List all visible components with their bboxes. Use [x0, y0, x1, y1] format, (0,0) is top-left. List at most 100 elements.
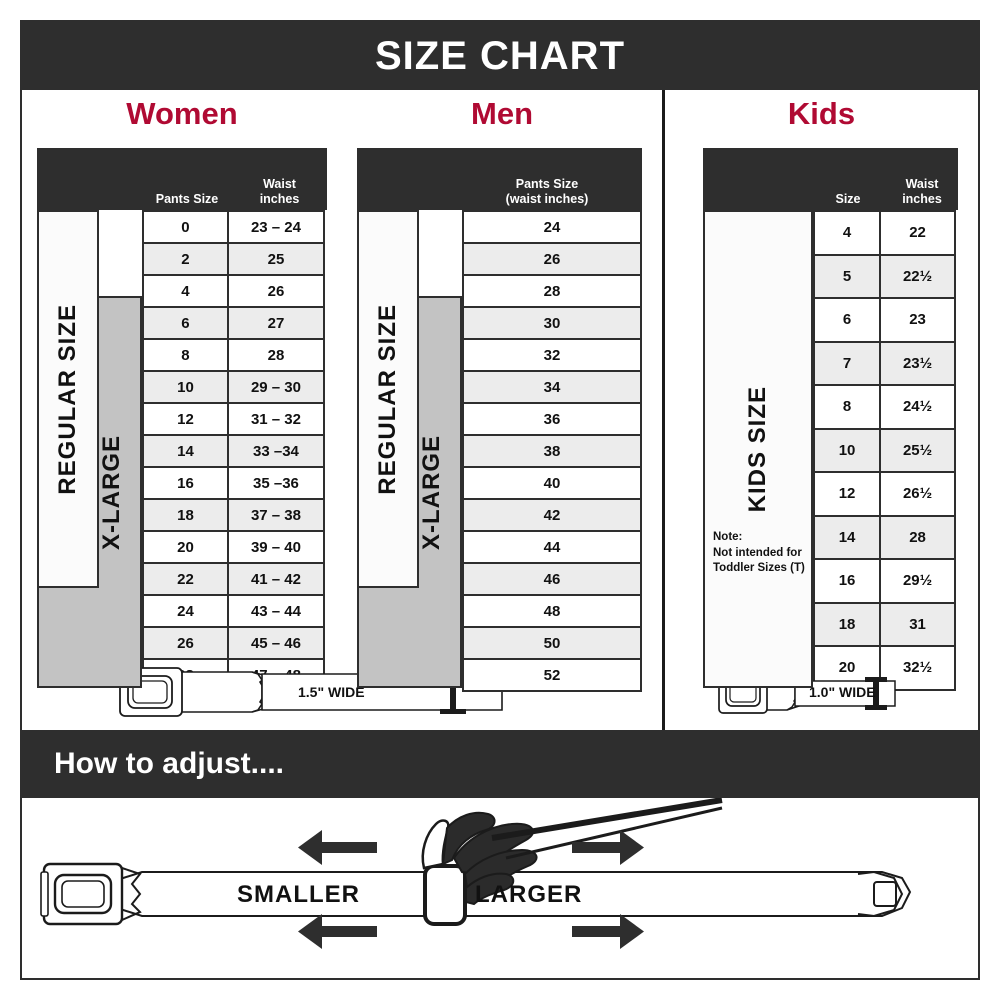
kids-cell-size: 18 — [813, 601, 882, 647]
title-bar: SIZE CHART — [22, 22, 978, 90]
women-belt-width-label: 1.5" WIDE — [298, 684, 365, 700]
arrow-left-bottom — [298, 914, 377, 949]
men-category-regular: REGULAR SIZE — [357, 210, 419, 588]
women-cell-waist: 35 –36 — [226, 466, 325, 500]
section-kids: Kids Size Waist inches KIDS SIZE Note: No… — [665, 90, 978, 730]
arrow-right-bottom — [572, 914, 644, 949]
women-col-header-pants-size: Pants Size — [155, 191, 219, 206]
women-cell-waist: 31 – 32 — [226, 402, 325, 436]
kids-cell-size: 14 — [813, 514, 882, 560]
women-cell-size: 8 — [142, 338, 229, 372]
women-cell-size: 2 — [142, 242, 229, 276]
section-heading-men: Men — [471, 96, 533, 131]
women-cell-size: 16 — [142, 466, 229, 500]
women-table-header: Pants Size Waist inches — [37, 148, 327, 210]
men-cell-size: 38 — [462, 434, 642, 468]
kids-cell-size: 7 — [813, 340, 882, 386]
women-cell-waist: 33 –34 — [226, 434, 325, 468]
men-rows: 24 26 28 30 32 34 36 38 40 42 44 46 48 50 52 — [462, 210, 642, 692]
women-cell-waist: 37 – 38 — [226, 498, 325, 532]
kids-note-line-3: Toddler Sizes (T) — [713, 562, 805, 575]
men-cell-size: 36 — [462, 402, 642, 436]
women-cell-size: 0 — [142, 210, 229, 244]
women-cell-size: 14 — [142, 434, 229, 468]
men-cell-size: 42 — [462, 498, 642, 532]
women-belt-diagram: 1.5" WIDE — [82, 662, 522, 722]
kids-cell-size: 4 — [813, 210, 882, 256]
kids-cell-waist: 29½ — [879, 558, 956, 604]
kids-cell-waist: 31 — [879, 601, 956, 647]
kids-cell-waist: 26½ — [879, 471, 956, 517]
women-col-header-waist: Waist inches — [259, 177, 300, 206]
men-cell-size: 24 — [462, 210, 642, 244]
men-table-header: Pants Size (waist inches) — [357, 148, 642, 210]
kids-category-label: KIDS SIZE — [744, 385, 771, 513]
kids-cell-size: 16 — [813, 558, 882, 604]
section-heading-women: Women — [126, 96, 238, 131]
men-category-xlarge-label: X-LARGE — [418, 434, 445, 550]
kids-cell-size: 10 — [813, 427, 882, 473]
kids-belt-width-label: 1.0" WIDE — [809, 684, 876, 700]
women-cell-waist: 45 – 46 — [226, 626, 325, 660]
women-cell-waist: 27 — [226, 306, 325, 340]
women-cell-size: 10 — [142, 370, 229, 404]
page-title: SIZE CHART — [375, 34, 625, 78]
women-category-regular: REGULAR SIZE — [37, 210, 99, 588]
kids-cell-size: 5 — [813, 253, 882, 299]
men-cell-size: 44 — [462, 530, 642, 564]
men-cell-size: 30 — [462, 306, 642, 340]
women-cell-waist: 23 – 24 — [226, 210, 325, 244]
adjust-smaller-label: SMALLER — [237, 881, 360, 908]
belt-15-svg — [119, 667, 503, 717]
women-cell-size: 4 — [142, 274, 229, 308]
men-cell-size: 28 — [462, 274, 642, 308]
how-to-adjust-title: How to adjust.... — [54, 747, 284, 780]
kids-rows: 4 22 5 22½ 6 23 7 23½ 8 24½ 10 25½ 12 26½ 14 28 16 29½ 18 3… — [813, 210, 958, 691]
women-cell-waist: 29 – 30 — [226, 370, 325, 404]
adjust-diagram-panel: SMALLER LARGER — [22, 797, 978, 978]
men-cell-size: 34 — [462, 370, 642, 404]
women-cell-waist: 28 — [226, 338, 325, 372]
arrow-left-top — [298, 830, 377, 865]
adjust-larger-label: LARGER — [475, 881, 583, 908]
women-cell-size: 24 — [142, 594, 229, 628]
women-cell-size: 20 — [142, 530, 229, 564]
kids-cell-size: 8 — [813, 384, 882, 430]
men-cell-size: 52 — [462, 658, 642, 692]
section-heading-kids: Kids — [787, 96, 856, 131]
kids-note-line-1: Note: — [713, 531, 743, 543]
women-cell-waist: 25 — [226, 242, 325, 276]
men-col-header-pants-size: Pants Size (waist inches) — [505, 177, 589, 206]
women-cell-size: 22 — [142, 562, 229, 596]
kids-note: Note: Not intended for Toddler Sizes (T) — [713, 530, 813, 577]
kids-col-header-size: Size — [835, 191, 861, 206]
women-cell-size: 6 — [142, 306, 229, 340]
men-cell-size: 48 — [462, 594, 642, 628]
belt-adjust-svg — [40, 797, 912, 949]
men-cell-size: 40 — [462, 466, 642, 500]
kids-cell-waist: 23 — [879, 297, 956, 343]
women-cell-waist: 39 – 40 — [226, 530, 325, 564]
kids-note-line-2: Not intended for — [713, 546, 802, 559]
women-category-xlarge-label: X-LARGE — [98, 434, 125, 550]
women-cell-waist: 41 – 42 — [226, 562, 325, 596]
kids-cell-waist: 22½ — [879, 253, 956, 299]
kids-col-header-waist: Waist inches — [902, 177, 942, 206]
men-category-regular-label: REGULAR SIZE — [374, 303, 401, 495]
men-cell-size: 46 — [462, 562, 642, 596]
women-rows: 0 23 – 24 2 25 4 26 6 27 8 28 10 29 – 30 12 31 – 32 14… — [142, 210, 327, 692]
women-cell-waist: 43 – 44 — [226, 594, 325, 628]
how-to-adjust-bar: How to adjust.... — [22, 730, 978, 798]
chart-card: SIZE CHART Women Pants Size Waist inches … — [20, 20, 980, 980]
men-cell-size: 50 — [462, 626, 642, 660]
women-category-regular-label: REGULAR SIZE — [54, 303, 81, 495]
women-cell-waist: 26 — [226, 274, 325, 308]
women-cell-size: 18 — [142, 498, 229, 532]
kids-cell-size: 12 — [813, 471, 882, 517]
women-cell-size: 12 — [142, 402, 229, 436]
men-cell-size: 26 — [462, 242, 642, 276]
size-tables-region: Women Pants Size Waist inches REGULAR SIZ… — [22, 90, 978, 730]
section-women: Women Pants Size Waist inches REGULAR SIZ… — [22, 90, 503, 730]
section-men: Men Pants Size (waist inches) REGULAR SIZ… — [342, 90, 662, 730]
